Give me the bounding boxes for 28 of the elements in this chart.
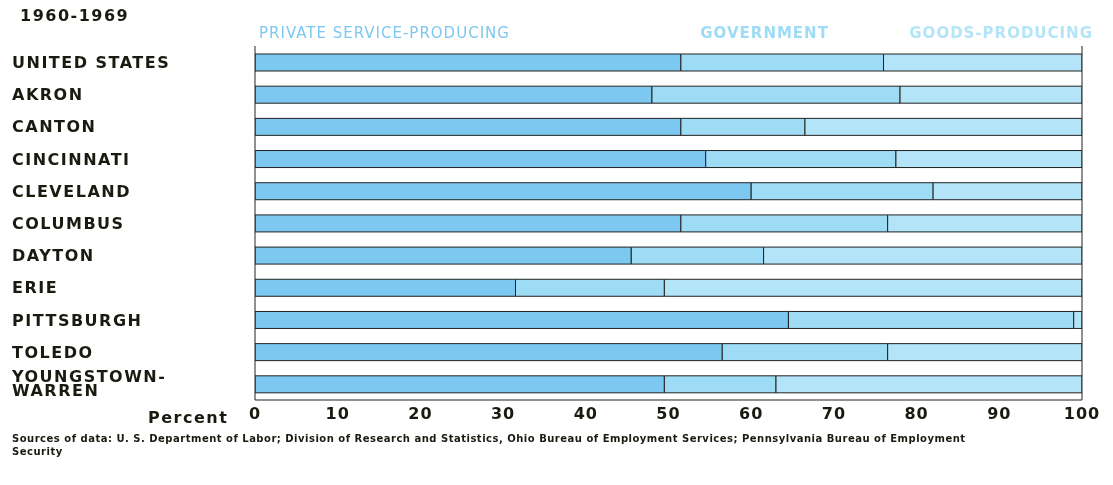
x-tick-label: 100 bbox=[1063, 404, 1101, 424]
x-tick-label: 80 bbox=[904, 404, 929, 424]
y-tick-label: ERIE bbox=[12, 278, 59, 298]
y-tick-label: UNITED STATES bbox=[12, 53, 171, 73]
y-tick-label: COLUMBUS bbox=[12, 214, 125, 233]
source-note: Sources of data: U. S. Department of Labor; Division of Research and Statistics, Ohio Bureau of Employment Services; Pennsylvania Bureau of Employment Security bbox=[12, 432, 967, 458]
x-tick-label: 20 bbox=[408, 404, 433, 424]
x-tick-label: 0 bbox=[248, 404, 262, 424]
x-tick-label: 10 bbox=[325, 404, 350, 424]
series-label: GOVERNMENT bbox=[700, 24, 829, 42]
y-tick-label: CINCINNATI bbox=[12, 149, 131, 169]
series-label: PRIVATE SERVICE-PRODUCING bbox=[259, 24, 510, 42]
x-axis-title: Percent bbox=[148, 408, 229, 427]
y-tick-label: CANTON bbox=[12, 117, 97, 137]
y-tick-label: PITTSBURGH bbox=[12, 310, 143, 330]
x-tick-label: 30 bbox=[490, 404, 516, 424]
y-tick-label: DAYTON bbox=[12, 246, 95, 266]
text: 1960-1969 bbox=[20, 6, 131, 25]
x-tick-label: 40 bbox=[573, 404, 598, 424]
y-tick-label: TOLEDO bbox=[12, 342, 94, 362]
y-tick-label: AKRON bbox=[12, 85, 84, 105]
x-tick-label: 50 bbox=[656, 404, 681, 424]
y-tick-label: YOUNGSTOWN-WARREN bbox=[11, 366, 167, 400]
x-tick-label: 70 bbox=[821, 404, 847, 424]
y-tick-label: CLEVELAND bbox=[12, 181, 131, 201]
series-label: GOODS-PRODUCING bbox=[909, 24, 1093, 42]
x-tick-label: 60 bbox=[739, 404, 764, 424]
x-tick-label: 90 bbox=[987, 404, 1012, 424]
